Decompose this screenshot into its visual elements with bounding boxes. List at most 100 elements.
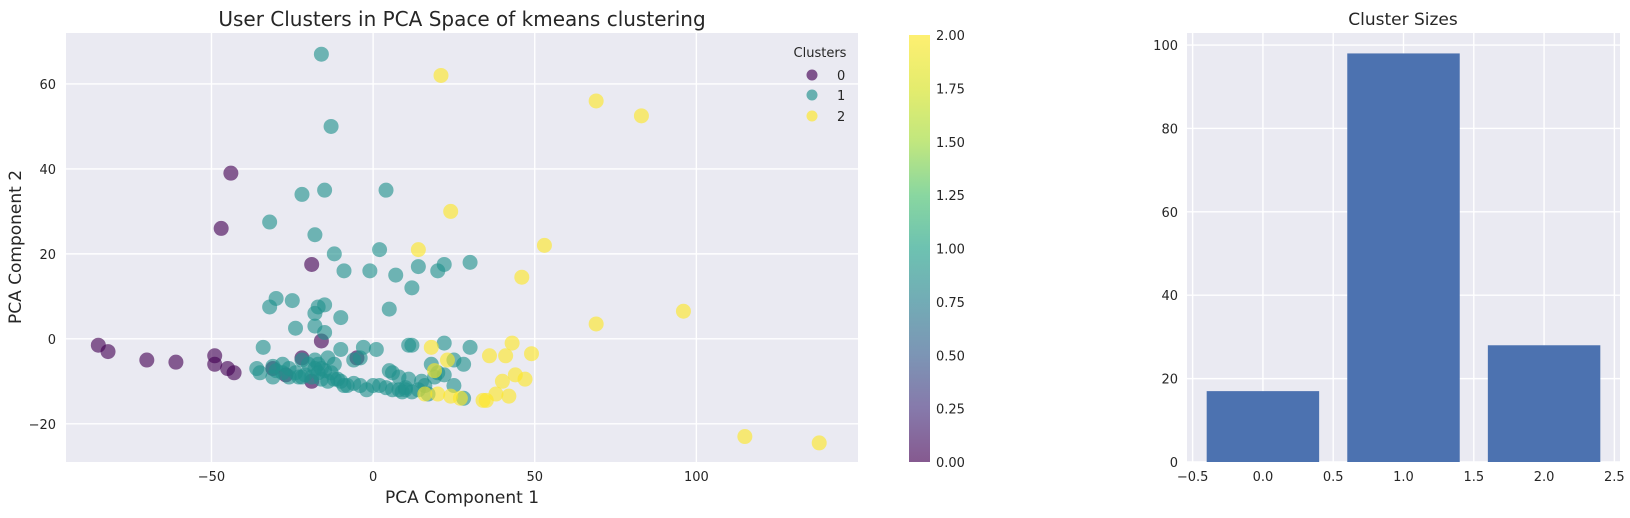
scatter-point-cluster-1 — [317, 324, 333, 340]
scatter-point-cluster-1 — [381, 301, 397, 317]
scatter-point-cluster-1 — [462, 339, 478, 355]
scatter-point-cluster-0 — [139, 352, 155, 368]
colorbar-tick-label: 0.00 — [936, 456, 965, 471]
bar-xtick-label: 2.5 — [1604, 470, 1625, 485]
bar-cluster-0 — [1206, 391, 1320, 462]
scatter-point-cluster-1 — [456, 356, 472, 372]
scatter-point-cluster-0 — [100, 344, 116, 360]
scatter-point-cluster-1 — [255, 339, 271, 355]
scatter-xlabel: PCA Component 1 — [385, 488, 539, 508]
scatter-point-cluster-2 — [517, 371, 533, 387]
scatter-point-cluster-1 — [284, 293, 300, 309]
scatter-point-cluster-2 — [433, 67, 449, 83]
scatter-point-cluster-1 — [352, 350, 368, 366]
scatter-point-cluster-1 — [378, 182, 394, 198]
scatter-point-cluster-1 — [307, 361, 323, 377]
scatter-point-cluster-1 — [291, 369, 307, 385]
scatter-ytick-label: 40 — [39, 163, 56, 178]
scatter-point-cluster-1 — [317, 182, 333, 198]
scatter-point-cluster-2 — [536, 237, 552, 253]
scatter-legend: Clusters 0 1 2 — [794, 46, 847, 125]
scatter-point-cluster-1 — [368, 341, 384, 357]
scatter-point-cluster-1 — [414, 373, 430, 389]
scatter-point-cluster-1 — [313, 46, 329, 62]
scatter-point-cluster-0 — [213, 220, 229, 236]
scatter-ytick-label: 60 — [39, 78, 56, 93]
scatter-point-cluster-2 — [501, 388, 517, 404]
colorbar-gradient — [909, 35, 930, 462]
bar-tick-labels: −0.5 0.0 0.5 1.0 1.5 2.0 2.5 0 20 40 60 80 100 — [1153, 39, 1625, 485]
bar-panel: −0.5 0.0 0.5 1.0 1.5 2.0 2.5 0 20 40 60 80 100 Clust… — [1153, 10, 1625, 485]
scatter-point-cluster-1 — [397, 380, 413, 396]
colorbar-tick-labels: 0.00 0.25 0.50 0.75 1.00 1.25 1.50 1.75 2.00 — [936, 29, 965, 471]
scatter-point-cluster-1 — [262, 214, 278, 230]
scatter-point-cluster-1 — [410, 259, 426, 275]
scatter-point-cluster-1 — [252, 365, 268, 381]
scatter-plot-area — [66, 33, 858, 462]
scatter-point-cluster-2 — [494, 373, 510, 389]
scatter-point-cluster-1 — [275, 365, 291, 381]
scatter-ytick-label: 0 — [48, 333, 56, 348]
scatter-point-cluster-0 — [223, 165, 239, 181]
scatter-xtick-label: 50 — [526, 470, 543, 485]
scatter-point-cluster-1 — [372, 378, 388, 394]
scatter-point-cluster-2 — [423, 339, 439, 355]
scatter-point-cluster-1 — [404, 280, 420, 296]
scatter-point-cluster-2 — [439, 352, 455, 368]
scatter-point-cluster-2 — [524, 346, 540, 362]
legend-label-2: 2 — [837, 110, 845, 125]
legend-marker-0 — [806, 69, 818, 81]
scatter-point-cluster-1 — [326, 246, 342, 262]
scatter-point-cluster-1 — [294, 186, 310, 202]
colorbar: 0.00 0.25 0.50 0.75 1.00 1.25 1.50 1.75 2.00 — [909, 29, 965, 471]
scatter-point-cluster-2 — [430, 386, 446, 402]
scatter-point-cluster-1 — [307, 227, 323, 243]
colorbar-tick-label: 2.00 — [936, 29, 965, 44]
bar-ytick-label: 0 — [1170, 456, 1178, 471]
scatter-point-cluster-0 — [304, 256, 320, 272]
scatter-point-cluster-1 — [288, 320, 304, 336]
scatter-point-cluster-1 — [436, 335, 452, 351]
colorbar-tick-label: 0.25 — [936, 403, 965, 418]
bar-bars — [1206, 53, 1601, 463]
colorbar-tick-label: 1.25 — [936, 189, 965, 204]
scatter-point-cluster-1 — [336, 263, 352, 279]
scatter-point-cluster-1 — [436, 256, 452, 272]
scatter-point-cluster-0 — [207, 356, 223, 372]
scatter-ytick-label: 20 — [39, 248, 56, 263]
bar-cluster-2 — [1487, 345, 1601, 462]
colorbar-tick-label: 1.75 — [936, 82, 965, 97]
scatter-point-cluster-2 — [675, 303, 691, 319]
legend-marker-2 — [806, 110, 818, 122]
scatter-point-cluster-2 — [588, 93, 604, 109]
legend-label-0: 0 — [837, 69, 845, 84]
colorbar-tick-label: 1.50 — [936, 136, 965, 151]
scatter-point-cluster-1 — [333, 310, 349, 326]
scatter-point-cluster-2 — [498, 348, 514, 364]
scatter-point-cluster-2 — [633, 108, 649, 124]
scatter-point-cluster-1 — [362, 263, 378, 279]
bar-xtick-label: 0.0 — [1253, 470, 1274, 485]
scatter-xtick-label: 0 — [369, 470, 377, 485]
colorbar-tick-label: 1.00 — [936, 243, 965, 258]
legend-title: Clusters — [794, 46, 847, 61]
scatter-point-cluster-1 — [372, 242, 388, 258]
scatter-point-cluster-2 — [737, 429, 753, 445]
scatter-point-cluster-1 — [462, 254, 478, 270]
scatter-ytick-label: −20 — [29, 418, 56, 433]
scatter-xtick-label: −50 — [198, 470, 225, 485]
bar-cluster-1 — [1347, 53, 1460, 463]
scatter-point-cluster-2 — [478, 392, 494, 408]
scatter-point-cluster-1 — [323, 118, 339, 134]
scatter-point-cluster-2 — [504, 335, 520, 351]
bar-ytick-label: 40 — [1161, 289, 1178, 304]
legend-marker-1 — [806, 89, 818, 101]
scatter-point-cluster-0 — [168, 354, 184, 370]
scatter-point-cluster-1 — [388, 267, 404, 283]
scatter-point-cluster-2 — [443, 203, 459, 219]
scatter-point-cluster-1 — [307, 305, 323, 321]
bar-xtick-label: 2.0 — [1534, 470, 1555, 485]
scatter-point-cluster-1 — [336, 378, 352, 394]
scatter-title: User Clusters in PCA Space of kmeans clu… — [218, 7, 705, 31]
